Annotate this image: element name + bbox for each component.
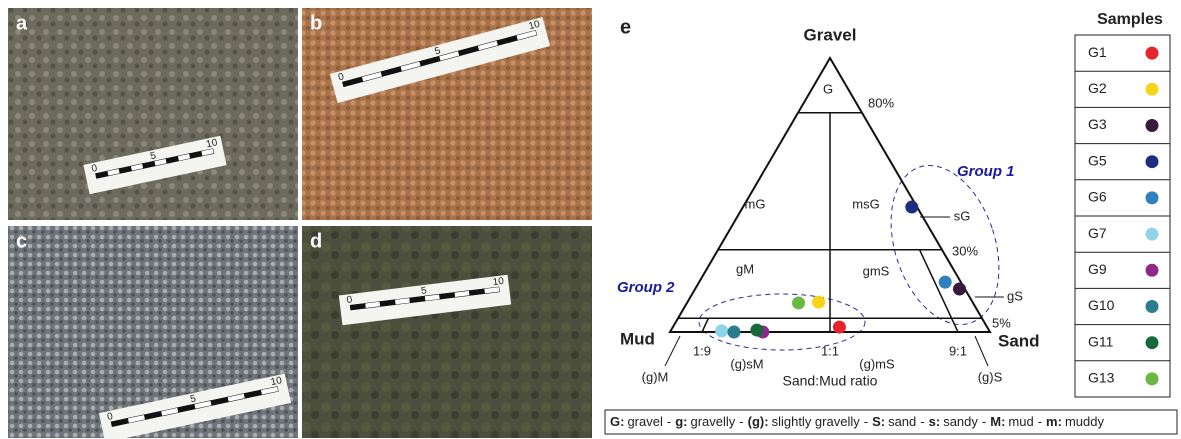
key-separator: -: [667, 414, 671, 429]
gravel-tick-label: 30%: [952, 243, 978, 258]
photo-label: d: [310, 230, 322, 252]
region-label: (g)sM: [730, 356, 763, 371]
sample-point: [715, 324, 728, 337]
key-meaning: gravelly: [691, 414, 736, 429]
region-label: mG: [745, 196, 766, 211]
sample-point: [905, 201, 918, 214]
ratio-tick-label: 9:1: [949, 343, 967, 358]
key-abbr: (g):: [748, 414, 769, 429]
ratio-tick-label: 1:1: [821, 343, 839, 358]
sample-point: [792, 296, 805, 309]
legend-label: G2: [1088, 80, 1107, 96]
photo: [302, 8, 592, 220]
key-meaning: sand: [888, 414, 916, 429]
region-label: (g)S: [978, 369, 1003, 384]
key-abbr: g:: [675, 414, 687, 429]
ratio-boundary: [702, 318, 708, 332]
key-separator: -: [864, 414, 868, 429]
legend-swatch: [1146, 264, 1159, 277]
legend-swatch: [1146, 155, 1159, 168]
ratio-tick-label: 1:9: [693, 343, 711, 358]
key-separator: -: [1038, 414, 1042, 429]
sample-point: [750, 324, 763, 337]
vertex-label: Gravel: [804, 25, 857, 44]
key-meaning: gravel: [627, 414, 663, 429]
vertex-label: Mud: [620, 329, 655, 348]
leader: [665, 336, 680, 366]
legend-swatch: [1146, 372, 1159, 385]
sample-point: [953, 282, 966, 295]
key-separator: -: [982, 414, 986, 429]
scale-number: 10: [492, 276, 505, 288]
ratio-boundary: [920, 250, 958, 332]
legend-label: G5: [1088, 152, 1107, 168]
region-label: (g)M: [642, 369, 669, 384]
key-separator: -: [739, 414, 743, 429]
group-label: Group 2: [617, 279, 675, 296]
figure: 0510a0510b0510c0510d e Gravel Mud Sand S…: [0, 0, 1181, 439]
region-label: gS: [1007, 288, 1023, 303]
ternary-diagram: e Gravel Mud Sand Sand:Mud ratio Group 1…: [617, 16, 1040, 388]
key-abbr: M:: [990, 414, 1005, 429]
gravel-tick-label: 80%: [868, 95, 894, 110]
legend-swatch: [1146, 47, 1159, 60]
photo: [8, 8, 298, 220]
region-label: G: [823, 81, 833, 96]
legend-label: G3: [1088, 116, 1107, 132]
key-meaning: slightly gravelly: [772, 414, 861, 429]
key-abbr: S:: [872, 414, 885, 429]
legend-label: G6: [1088, 189, 1107, 205]
sample-point: [939, 276, 952, 289]
key-abbr: s:: [929, 414, 941, 429]
legend-swatch: [1146, 300, 1159, 313]
key-text: G:gravel-g:gravelly-(g):slightly gravell…: [610, 414, 1104, 429]
key-meaning: sandy: [943, 414, 978, 429]
legend-label: G13: [1088, 370, 1115, 386]
key-abbr: G:: [610, 414, 624, 429]
gravel-tick-label: 5%: [992, 315, 1011, 330]
photo-label: c: [16, 230, 27, 252]
sample-point: [728, 326, 741, 339]
legend: Samples G1 G2 G3 G5 G6 G7 G9 G10 G11 G13: [1075, 11, 1170, 397]
key-meaning: muddy: [1065, 414, 1105, 429]
vertex-label: Sand: [998, 331, 1040, 350]
region-label: sG: [954, 208, 971, 223]
photo-label: a: [16, 12, 28, 34]
region-label: msG: [852, 196, 879, 211]
legend-swatch: [1146, 191, 1159, 204]
legend-swatch: [1146, 119, 1159, 132]
legend-title: Samples: [1097, 11, 1163, 28]
key-abbr: m:: [1046, 414, 1062, 429]
group-label: Group 1: [957, 163, 1015, 180]
legend-label: G1: [1088, 44, 1107, 60]
key-meaning: mud: [1008, 414, 1033, 429]
panel-label: e: [620, 16, 631, 38]
leader: [975, 336, 988, 366]
legend-swatch: [1146, 228, 1159, 241]
legend-label: G10: [1088, 297, 1115, 313]
sample-point: [833, 321, 846, 334]
photo: [302, 226, 592, 438]
axis-label: Sand:Mud ratio: [783, 373, 878, 389]
legend-label: G7: [1088, 225, 1107, 241]
region-label: (g)mS: [859, 356, 895, 371]
key-separator: -: [920, 414, 924, 429]
region-label: gmS: [863, 263, 890, 278]
sample-point: [812, 296, 825, 309]
region-label: gM: [736, 261, 754, 276]
legend-label: G11: [1088, 333, 1114, 349]
legend-swatch: [1146, 83, 1159, 96]
photo-label: b: [310, 12, 322, 34]
key-box: G:gravel-g:gravelly-(g):slightly gravell…: [605, 410, 1177, 434]
legend-label: G9: [1088, 261, 1107, 277]
legend-swatch: [1146, 336, 1159, 349]
